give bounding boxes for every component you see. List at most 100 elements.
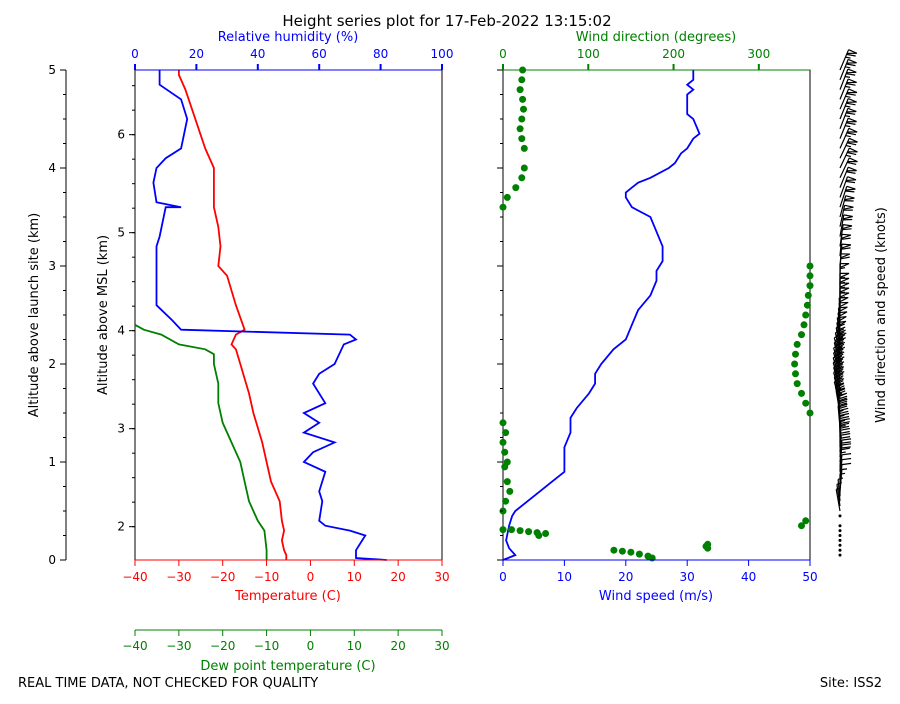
wind-direction-point	[520, 164, 528, 172]
wind-speed-tick-label: 10	[557, 570, 572, 584]
left-altitude-tick-label: 3	[48, 259, 56, 273]
wind-direction-point	[503, 458, 511, 466]
wind-direction-point	[542, 530, 550, 537]
wind-direction-point	[806, 282, 814, 290]
wind-plot-frame	[502, 69, 811, 561]
wind-barb	[839, 166, 857, 188]
dewpoint-tick-label: 0	[307, 639, 315, 653]
wind-barb	[838, 534, 842, 537]
wind-direction-point	[502, 429, 510, 437]
thermo-plot-frame	[134, 69, 443, 561]
wind-direction-tick-label: 300	[747, 47, 770, 61]
wind-direction-point	[802, 399, 810, 407]
wind-direction-point	[704, 540, 712, 548]
wind-direction-point	[802, 517, 810, 525]
wind-direction-point	[798, 331, 805, 339]
wind-direction-point	[793, 380, 801, 388]
dewpoint-tick-label: −40	[122, 639, 147, 653]
wind-speed-tick-label: 20	[618, 570, 633, 584]
wind-direction-point	[501, 448, 509, 456]
wind-direction-axis-label: Wind direction (degrees)	[576, 30, 736, 45]
wind-barb	[838, 538, 842, 542]
wind-direction-point	[627, 548, 635, 556]
wind-barb	[839, 117, 857, 139]
wind-direction-point	[516, 527, 524, 535]
wind-barb	[838, 543, 842, 547]
wind-barb	[839, 78, 857, 100]
msl-altitude-axis-label: Altitude above MSL (km)	[96, 235, 111, 395]
wind-direction-point	[502, 497, 510, 505]
dewpoint-tick-label: 10	[347, 639, 362, 653]
wind-direction-point	[518, 115, 526, 123]
footer-quality-note: REAL TIME DATA, NOT CHECKED FOR QUALITY	[18, 676, 318, 691]
dewpoint-tick-label: −30	[166, 639, 191, 653]
wind-barb	[838, 548, 842, 552]
wind-direction-point	[635, 550, 643, 558]
wind-direction-point	[520, 144, 528, 152]
rh-line	[152, 70, 387, 561]
wind-barb	[839, 185, 856, 208]
wind-barb	[839, 243, 852, 267]
rh-tick-label: 20	[189, 47, 204, 61]
wind-panel: 0 100 200 300 0 10 20 30 40 50 Wind direction (de…	[497, 30, 889, 604]
wind-direction-point	[506, 487, 514, 495]
rh-tick-label: 40	[250, 47, 265, 61]
wind-series-lines	[499, 66, 814, 562]
wind-direction-point	[533, 529, 541, 537]
wind-direction-point	[644, 552, 652, 560]
wind-direction-point	[518, 76, 526, 84]
footer-site: Site: ISS2	[820, 676, 882, 691]
wind-barb	[839, 127, 858, 149]
rh-tick-label: 100	[431, 47, 454, 61]
wind-barb	[835, 323, 847, 350]
wind-direction-point	[508, 526, 515, 534]
msl-altitude-tick-label: 5	[117, 226, 125, 240]
left-altitude-tick-label: 5	[48, 63, 56, 77]
temperature-tick-label: −10	[254, 570, 279, 584]
wind-barb	[838, 524, 842, 528]
wind-direction-point	[792, 350, 799, 358]
wind-barb	[839, 88, 858, 110]
wind-direction-point	[793, 340, 801, 348]
wind-direction-point	[516, 86, 524, 94]
wind-direction-tick-label: 100	[577, 47, 600, 61]
temperature-tick-label: −20	[210, 570, 235, 584]
wind-barb	[835, 387, 846, 414]
rh-tick-label: 80	[373, 47, 388, 61]
wind-speed-axis-label: Wind speed (m/s)	[599, 589, 713, 604]
wind-barb	[839, 68, 857, 90]
wind-speed-tick-label: 40	[741, 570, 756, 584]
wind-direction-point	[802, 311, 810, 319]
wind-direction-point	[800, 321, 808, 329]
wind-barb	[839, 204, 854, 227]
wind-barb	[838, 553, 842, 557]
wind-direction-point	[806, 272, 814, 280]
temperature-tick-label: −40	[122, 570, 147, 584]
wind-direction-point	[792, 370, 799, 378]
msl-altitude-tick-label: 3	[117, 422, 125, 436]
wind-direction-point	[503, 193, 511, 201]
wind-barb	[838, 514, 842, 518]
wind-barb	[839, 137, 858, 159]
wind-axes: 0 100 200 300 0 10 20 30 40 50	[497, 47, 818, 584]
wind-barb	[839, 453, 852, 477]
wind-direction-point	[806, 262, 814, 270]
wind-direction-point	[798, 389, 805, 397]
temperature-axis-label: Temperature (C)	[234, 589, 341, 604]
wind-speed-tick-label: 0	[499, 570, 507, 584]
wind-direction-point	[499, 419, 507, 427]
wind-direction-point	[519, 95, 527, 103]
wind-speed-line	[502, 70, 701, 561]
wind-direction-point	[525, 528, 533, 536]
left-altitude-tick-label: 0	[48, 553, 56, 567]
msl-altitude-tick-label: 2	[117, 520, 125, 534]
wind-direction-point	[499, 438, 507, 446]
temperature-tick-label: 30	[434, 570, 449, 584]
msl-altitude-tick-label: 6	[117, 128, 125, 142]
wind-direction-point	[499, 526, 507, 534]
wind-speed-tick-label: 50	[802, 570, 817, 584]
rh-tick-label: 60	[312, 47, 327, 61]
rh-axis-label: Relative humidity (%)	[218, 30, 359, 45]
